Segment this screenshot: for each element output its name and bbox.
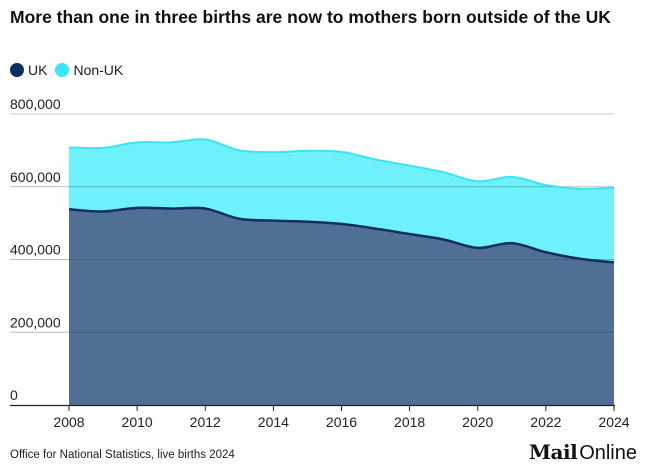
line-non-uk [68, 138, 615, 191]
brand-logo: Mail Online [529, 440, 637, 465]
legend-item-non-uk: Non-UK [55, 62, 123, 78]
x-tick-label: 2022 [530, 414, 561, 430]
legend-item-uk: UK [10, 62, 47, 78]
line-uk [68, 206, 615, 264]
x-tick-label: 2014 [258, 414, 289, 430]
source-note: Office for National Statistics, live bir… [10, 449, 235, 461]
legend-label-uk: UK [28, 62, 48, 78]
chart-title: More than one in three births are now to… [10, 7, 611, 27]
y-tick-label: 800,000 [10, 96, 61, 112]
brand-logo-mail: Mail [528, 440, 578, 464]
x-tick-label: 2024 [598, 414, 629, 430]
x-tick-label: 2008 [53, 414, 84, 430]
chart-legend: UK Non-UK [10, 62, 123, 78]
area-non-uk [69, 139, 614, 263]
x-tick-label: 2012 [190, 414, 221, 430]
brand-logo-online: Online [579, 442, 637, 464]
area-uk [69, 207, 614, 405]
x-tick-label: 2020 [462, 414, 493, 430]
y-tick-label: 400,000 [10, 242, 61, 258]
y-tick-label: 600,000 [10, 169, 61, 185]
y-tick-label: 200,000 [10, 314, 61, 330]
legend-swatch-uk [10, 63, 24, 77]
legend-swatch-non-uk [55, 63, 70, 77]
legend-label-non-uk: Non-UK [73, 62, 124, 78]
x-tick-label: 2016 [326, 414, 357, 430]
x-tick-label: 2018 [394, 414, 425, 430]
x-tick-label: 2010 [122, 414, 153, 430]
y-tick-label: 0 [10, 387, 18, 403]
